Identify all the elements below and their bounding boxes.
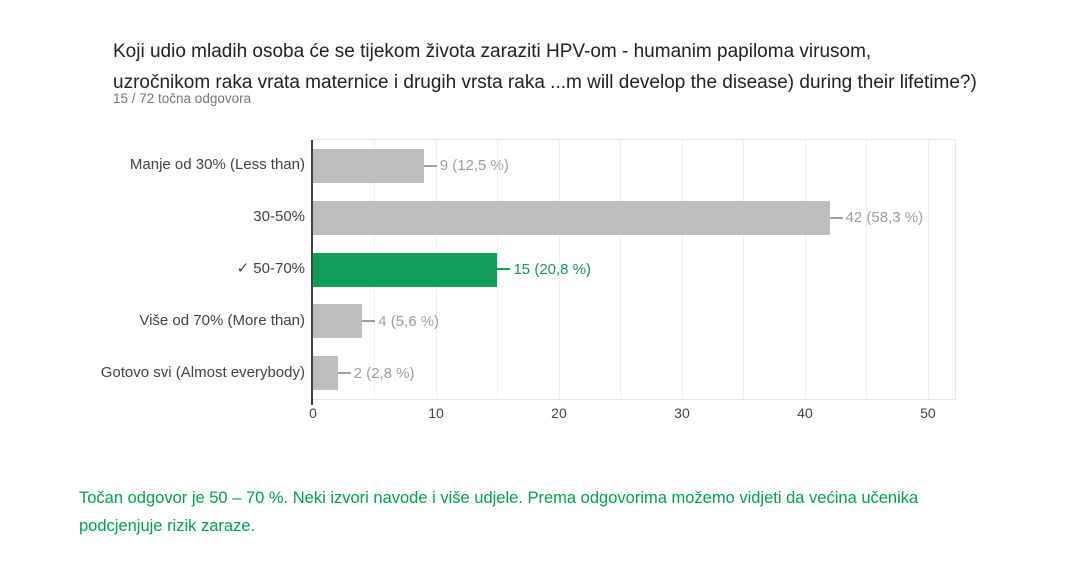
x-tick-label: 30: [674, 405, 690, 421]
value-label: 2 (2,8 %): [337, 347, 415, 399]
value-text: 42 (58,3 %): [845, 209, 924, 227]
bar: [313, 304, 363, 339]
category-label: Gotovo svi (Almost everybody): [100, 363, 305, 381]
feedback-note-line-1: Točan odgovor je 50 – 70 %. Neki izvori …: [79, 489, 919, 507]
category-label: ✓ 50-70%: [236, 260, 305, 278]
chart-row: 4 (5,6 %): [313, 295, 955, 347]
category-label: Manje od 30% (Less than): [129, 156, 305, 174]
chart-row: 15 (20,8 %): [313, 244, 955, 296]
x-tick-label: 0: [309, 405, 317, 421]
chart-row: 2 (2,8 %): [313, 347, 955, 399]
category-label: Više od 70% (More than): [139, 311, 305, 329]
gridline: [743, 140, 745, 399]
gridline: [620, 140, 622, 399]
value-label: 4 (5,6 %): [362, 295, 439, 347]
gridline: [558, 140, 560, 399]
x-tick-label: 10: [428, 405, 444, 421]
y-axis-line: [311, 140, 313, 405]
gridline: [866, 140, 868, 399]
chart-row: 9 (12,5 %): [313, 140, 955, 192]
value-connector-line: [362, 320, 376, 323]
value-text: 9 (12,5 %): [439, 157, 509, 175]
chart-row: 42 (58,3 %): [313, 192, 955, 244]
correct-answers-count: 15 / 72 točna odgovora: [113, 91, 252, 106]
gridline: [804, 140, 806, 399]
x-tick-label: 20: [551, 405, 567, 421]
value-text: 2 (2,8 %): [353, 364, 415, 382]
answers-bar-chart: Manje od 30% (Less than) 30-50% ✓ 50-70% Vi…: [0, 139, 1085, 429]
x-tick-label: 50: [920, 405, 936, 421]
value-label: 9 (12,5 %): [423, 140, 509, 192]
question-title: Koji udio mladih osoba će se tijekom živ…: [113, 36, 1013, 98]
bar: [313, 200, 830, 235]
question-title-line-1: Koji udio mladih osoba će se tijekom živ…: [113, 41, 872, 62]
value-connector-line: [423, 164, 437, 167]
correct-answer-bar: [313, 252, 498, 287]
value-connector-line: [337, 372, 351, 375]
value-text: 15 (20,8 %): [513, 260, 592, 278]
category-label: 30-50%: [253, 208, 305, 226]
category-labels: Manje od 30% (Less than) 30-50% ✓ 50-70% Vi…: [0, 139, 305, 398]
gridline: [927, 140, 929, 399]
feedback-note: Točan odgovor je 50 – 70 %. Neki izvori …: [79, 484, 999, 540]
bar: [313, 356, 338, 391]
value-label: 42 (58,3 %): [829, 192, 924, 244]
plot-area: 9 (12,5 %) 42 (58,3 %) 15 (20,8 %) 4 (5,6 %…: [311, 139, 956, 405]
value-text: 4 (5,6 %): [378, 312, 440, 330]
value-connector-line: [829, 216, 843, 219]
value-connector-line: [497, 268, 511, 271]
x-axis: 0 10 20 30 40 50: [309, 405, 955, 427]
value-label: 15 (20,8 %): [497, 244, 591, 296]
x-tick-label: 40: [797, 405, 813, 421]
question-title-line-2: uzročnikom raka vrata maternice i drugih…: [113, 72, 977, 93]
gridline: [681, 140, 683, 399]
feedback-note-line-2: podcjenjuje rizik zaraze.: [79, 517, 256, 535]
bar: [313, 149, 424, 183]
